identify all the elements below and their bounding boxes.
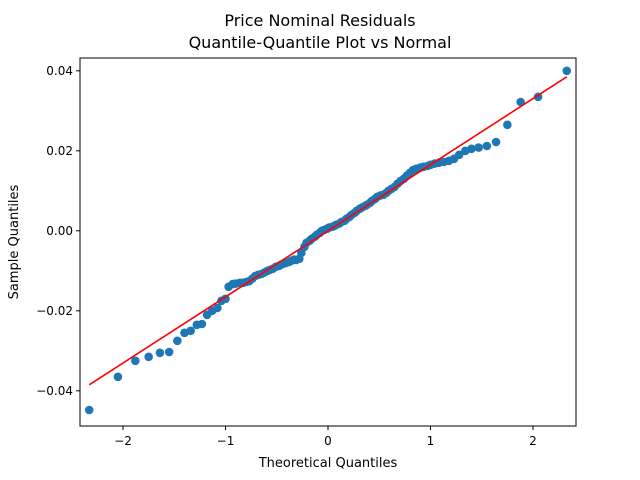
axis-ticks: −2 −1 0 1 2 −0.04 −0.02 0.00 0.02 0.04 [36,64,537,448]
data-point [213,303,222,313]
data-point [186,326,195,336]
y-axis-label: Sample Quantiles [7,184,22,299]
data-point [164,347,174,357]
x-tick-label: 2 [529,434,537,448]
y-tick-label: 0.00 [46,224,73,238]
data-point [197,319,207,329]
data-point [491,137,501,147]
data-point [173,336,182,346]
data-point [144,352,153,362]
reference-line [88,76,568,386]
y-tick-label: −0.02 [36,304,73,318]
x-axis-label: Theoretical Quantiles [258,456,398,471]
x-tick-label: 0 [324,434,332,448]
data-point [131,356,140,366]
data-point [516,97,525,107]
chart-title: Price Nominal Residuals [224,11,416,30]
chart-subtitle: Quantile-Quantile Plot vs Normal [188,33,452,52]
x-tick-label: −2 [114,434,132,448]
y-tick-label: −0.04 [36,384,73,398]
data-point [503,120,512,130]
data-point [474,143,483,152]
x-tick-label: 1 [427,434,435,448]
data-point [155,348,165,358]
data-point [84,405,94,415]
y-tick-label: 0.02 [46,144,73,158]
data-point [113,372,123,382]
data-point [482,141,492,151]
y-tick-label: 0.04 [46,64,73,78]
axes-frame [79,57,577,427]
x-tick-label: −1 [217,434,235,448]
data-point [454,150,464,160]
data-point [467,144,476,154]
plot-marks [84,66,572,415]
data-point [562,66,572,76]
data-point [221,294,230,304]
